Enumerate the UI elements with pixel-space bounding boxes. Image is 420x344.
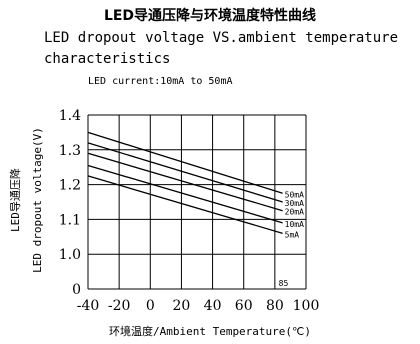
x-tick-label: 60 — [235, 298, 253, 314]
x-axis-label: 环境温度/Ambient Temperature(℃) — [109, 324, 311, 338]
y-tick-label: 0 — [72, 282, 81, 298]
series-lines — [87, 131, 283, 234]
x-tick-label: -20 — [108, 298, 131, 314]
x-tick-label: 0 — [146, 298, 155, 314]
series-label-20ma: 20mA — [285, 208, 304, 217]
x-tick-label: 80 — [266, 298, 284, 314]
plot-grid — [87, 114, 307, 290]
series-label-10ma: 10mA — [285, 220, 304, 229]
series-line-20ma — [87, 152, 283, 212]
x-tick-labels: -40 -20 0 20 40 60 80 100 — [77, 298, 320, 314]
x-tick-label: 20 — [173, 298, 191, 314]
chart-title-cn: LED导通压降与环境温度特性曲线 — [104, 7, 316, 24]
series-label-30ma: 30mA — [285, 199, 304, 208]
y-tick-labels: 1.4 1.3 1.2 1.1 1.0 0 — [59, 108, 81, 298]
series-line-30ma — [87, 142, 283, 203]
x-note-label: 85 — [279, 279, 289, 288]
chart-title-en-line1: LED dropout voltage VS.ambient temperatu… — [44, 30, 398, 46]
series-label-50ma: 50mA — [285, 190, 304, 199]
y-tick-label: 1.4 — [59, 108, 81, 124]
chart-title-en-line2: characteristics — [44, 51, 170, 67]
series-line-50ma — [87, 131, 283, 194]
chart-subtitle: LED current:10mA to 50mA — [88, 76, 233, 87]
y-tick-label: 1.0 — [59, 247, 81, 263]
x-tick-label: 100 — [293, 298, 320, 314]
x-tick-label: -40 — [77, 298, 100, 314]
y-axis-label-cn: LED导通压降 — [8, 168, 22, 232]
y-axis-label-en: LED dropout voltage(V) — [31, 127, 44, 273]
y-tick-label: 1.3 — [59, 143, 81, 159]
y-tick-label: 1.2 — [59, 178, 81, 194]
y-tick-label: 1.1 — [59, 212, 81, 228]
series-label-5ma: 5mA — [285, 230, 300, 239]
series-line-10ma — [87, 164, 283, 224]
series-line-5ma — [87, 175, 283, 234]
x-tick-label: 40 — [204, 298, 222, 314]
